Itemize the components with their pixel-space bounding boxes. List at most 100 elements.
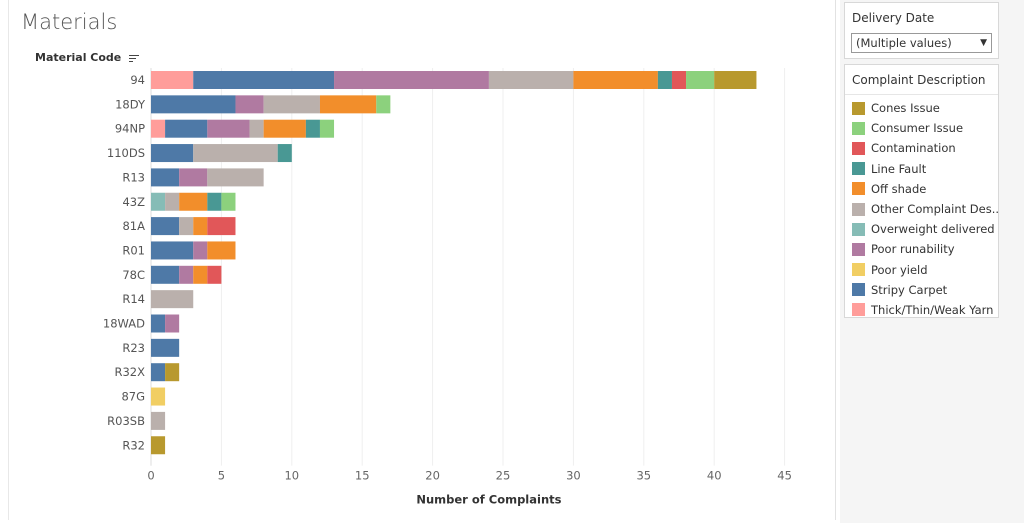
- legend-item[interactable]: Contamination: [845, 138, 998, 158]
- bar-segment[interactable]: [151, 387, 166, 406]
- bar-segment[interactable]: [714, 71, 757, 89]
- bar-segment[interactable]: [305, 119, 320, 138]
- bar-segment[interactable]: [151, 241, 194, 260]
- bar-segment[interactable]: [277, 144, 292, 163]
- bar-segment[interactable]: [193, 241, 208, 260]
- legend-item[interactable]: Poor runability: [845, 239, 998, 259]
- category-label: 81A: [122, 219, 145, 233]
- bar-segment[interactable]: [207, 265, 222, 284]
- legend-item[interactable]: Overweight delivered: [845, 219, 998, 239]
- row-header[interactable]: Material Code: [35, 51, 140, 64]
- legend-item[interactable]: Other Complaint Des..: [845, 199, 999, 219]
- legend-swatch: [852, 202, 865, 216]
- bar-segment[interactable]: [207, 168, 264, 187]
- legend-item[interactable]: Consumer Issue: [845, 118, 998, 138]
- bar-segment[interactable]: [573, 71, 658, 89]
- bar-segment[interactable]: [151, 217, 180, 236]
- bar-segment[interactable]: [151, 71, 194, 89]
- legend-swatch: [852, 242, 865, 256]
- bar-segment[interactable]: [151, 436, 166, 455]
- bar-segment[interactable]: [179, 168, 208, 187]
- bar-segment[interactable]: [179, 192, 208, 211]
- legend-item[interactable]: Poor yield: [845, 260, 998, 280]
- sort-icon[interactable]: [129, 54, 140, 63]
- side-panel: Delivery Date (Multiple values) ▼ Compla…: [840, 0, 1024, 523]
- category-label: R32: [122, 438, 145, 452]
- bar-segment[interactable]: [151, 411, 166, 430]
- delivery-date-dropdown[interactable]: (Multiple values) ▼: [851, 33, 992, 53]
- bar-segment[interactable]: [235, 95, 264, 114]
- bar-segment[interactable]: [207, 119, 250, 138]
- row-header-label: Material Code: [35, 51, 122, 64]
- bar-segment[interactable]: [165, 119, 208, 138]
- bar-segment[interactable]: [207, 192, 222, 211]
- legend-item[interactable]: Thick/Thin/Weak Yarn: [845, 300, 998, 320]
- category-label: R01: [122, 243, 145, 257]
- bar-segment[interactable]: [207, 241, 236, 260]
- bar-segment[interactable]: [151, 363, 166, 382]
- bar-segment[interactable]: [165, 363, 180, 382]
- bar-segment[interactable]: [319, 95, 377, 114]
- legend-swatch: [852, 162, 865, 176]
- bar-segment[interactable]: [193, 265, 208, 284]
- bar-segment[interactable]: [193, 217, 208, 236]
- bar-segment[interactable]: [179, 265, 194, 284]
- bar-segment[interactable]: [221, 192, 236, 211]
- bar-segment[interactable]: [376, 95, 391, 114]
- bar-segment[interactable]: [488, 71, 574, 89]
- legend-label: Poor yield: [871, 262, 928, 277]
- bar-segment[interactable]: [263, 95, 320, 114]
- bar-segment[interactable]: [319, 119, 335, 138]
- legend-item[interactable]: Line Fault: [845, 159, 998, 179]
- color-legend: Complaint Description Cones Issue Consume…: [844, 64, 999, 318]
- legend-label: Cones Issue: [871, 101, 940, 116]
- bar-segment[interactable]: [657, 71, 672, 89]
- category-label: 94NP: [115, 122, 145, 136]
- bar-segment[interactable]: [151, 144, 194, 163]
- legend-swatch: [852, 121, 865, 135]
- bar-segment[interactable]: [334, 71, 489, 89]
- bar-segment[interactable]: [151, 290, 194, 309]
- bar-segment[interactable]: [263, 119, 306, 138]
- legend-label: Overweight delivered: [871, 222, 995, 237]
- x-tick-label: 40: [707, 469, 722, 483]
- chevron-down-icon[interactable]: ▼: [980, 38, 987, 48]
- bar-segment[interactable]: [151, 338, 180, 357]
- category-label: 18DY: [115, 97, 146, 111]
- x-tick-label: 35: [636, 469, 651, 483]
- bar-segment[interactable]: [671, 71, 687, 89]
- legend-item[interactable]: Off shade: [845, 179, 998, 199]
- category-label: 43Z: [122, 195, 145, 209]
- legend-item[interactable]: Cones Issue: [845, 98, 998, 118]
- bar-segment[interactable]: [151, 119, 166, 138]
- legend-swatch: [852, 263, 865, 277]
- delivery-date-filter: Delivery Date (Multiple values) ▼: [844, 2, 999, 59]
- bar-segment[interactable]: [151, 192, 166, 211]
- category-label: 110DS: [107, 146, 145, 160]
- bar-segment[interactable]: [686, 71, 715, 89]
- category-label: 18WAD: [103, 317, 145, 331]
- x-tick-label: 30: [566, 469, 581, 483]
- bar-segment[interactable]: [165, 192, 180, 211]
- category-label: R13: [122, 170, 145, 184]
- category-label: R03SB: [107, 414, 145, 428]
- bar-segment[interactable]: [151, 168, 180, 187]
- bar-segment[interactable]: [207, 217, 236, 236]
- filter-title: Delivery Date: [852, 11, 935, 25]
- x-tick-label: 10: [284, 469, 299, 483]
- legend-item[interactable]: Stripy Carpet: [845, 280, 998, 300]
- x-tick-label: 20: [425, 469, 440, 483]
- bar-segment[interactable]: [165, 314, 180, 333]
- legend-swatch: [852, 182, 865, 196]
- bar-segment[interactable]: [151, 314, 166, 333]
- category-label: R23: [122, 341, 145, 355]
- bar-segment[interactable]: [193, 144, 278, 163]
- bar-segment[interactable]: [179, 217, 194, 236]
- bar-segment[interactable]: [151, 95, 236, 114]
- x-tick-label: 0: [147, 469, 154, 483]
- bar-segment[interactable]: [151, 265, 180, 284]
- bar-segment[interactable]: [249, 119, 264, 138]
- legend-label: Other Complaint Des..: [871, 202, 999, 217]
- bar-segment[interactable]: [193, 71, 335, 89]
